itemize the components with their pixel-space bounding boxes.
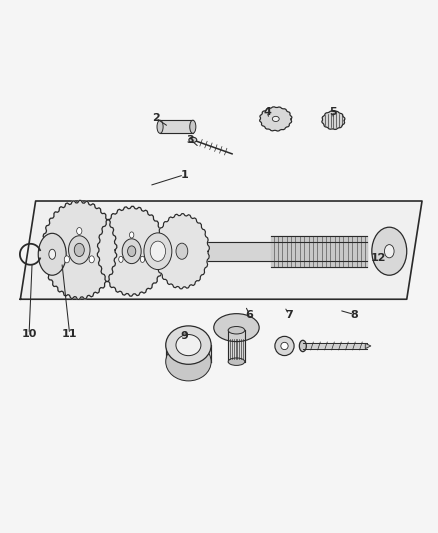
Ellipse shape <box>166 326 211 364</box>
Ellipse shape <box>372 227 407 275</box>
Ellipse shape <box>68 236 90 264</box>
Polygon shape <box>155 214 209 289</box>
Ellipse shape <box>74 243 84 256</box>
Ellipse shape <box>77 228 82 235</box>
Ellipse shape <box>228 358 245 366</box>
Ellipse shape <box>150 241 166 261</box>
Polygon shape <box>365 343 371 349</box>
Ellipse shape <box>119 256 123 262</box>
Ellipse shape <box>214 313 259 342</box>
Polygon shape <box>136 241 153 261</box>
Ellipse shape <box>228 327 245 334</box>
Text: 11: 11 <box>62 329 78 339</box>
Ellipse shape <box>127 246 136 256</box>
Ellipse shape <box>176 243 188 259</box>
Ellipse shape <box>89 256 94 263</box>
Polygon shape <box>260 107 292 131</box>
Ellipse shape <box>157 120 163 133</box>
Text: 10: 10 <box>21 329 37 339</box>
Text: 5: 5 <box>328 107 336 117</box>
Ellipse shape <box>299 340 306 352</box>
Polygon shape <box>97 206 166 296</box>
Ellipse shape <box>49 249 56 260</box>
Ellipse shape <box>125 240 134 262</box>
Text: 4: 4 <box>263 107 271 117</box>
Ellipse shape <box>122 239 141 264</box>
Text: 8: 8 <box>350 310 358 319</box>
Circle shape <box>275 336 294 356</box>
Text: 3: 3 <box>187 135 194 145</box>
Ellipse shape <box>189 138 197 142</box>
Polygon shape <box>322 111 345 130</box>
Polygon shape <box>20 201 422 299</box>
Ellipse shape <box>190 120 196 133</box>
Circle shape <box>281 342 288 350</box>
Ellipse shape <box>130 232 134 238</box>
Ellipse shape <box>272 116 279 122</box>
Ellipse shape <box>144 233 172 270</box>
Ellipse shape <box>166 343 211 381</box>
Ellipse shape <box>38 233 66 275</box>
Text: 6: 6 <box>246 310 254 319</box>
Ellipse shape <box>385 245 394 258</box>
Text: 12: 12 <box>371 253 386 263</box>
Polygon shape <box>42 200 117 300</box>
Text: 1: 1 <box>180 170 188 180</box>
Ellipse shape <box>64 256 70 263</box>
Ellipse shape <box>140 256 145 262</box>
Text: 7: 7 <box>285 310 293 319</box>
Ellipse shape <box>176 335 201 356</box>
Text: 2: 2 <box>152 113 159 123</box>
Text: 9: 9 <box>180 332 188 341</box>
